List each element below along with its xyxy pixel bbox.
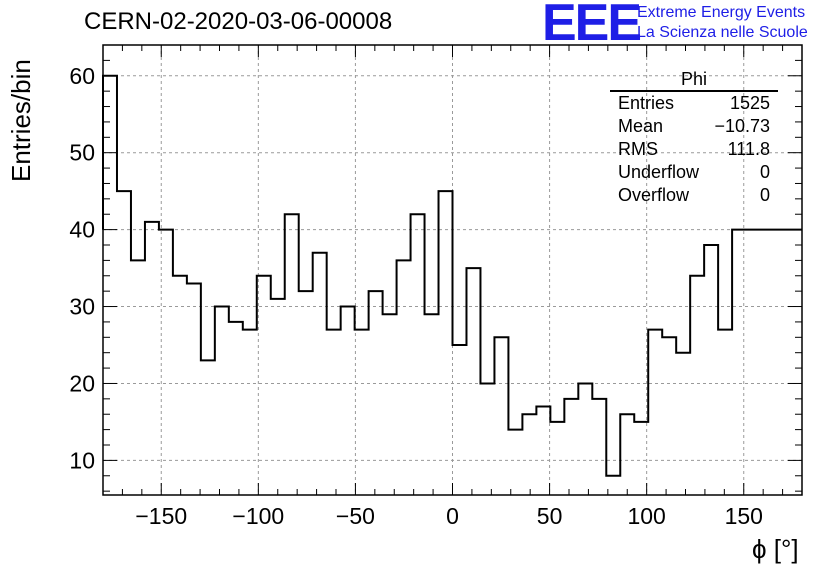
stats-value: 111.8 (727, 139, 770, 159)
plot-frame (102, 44, 803, 496)
x-tick-label: 50 (537, 503, 563, 529)
stats-row-overflow: Overflow 0 (610, 184, 778, 207)
y-tick-label: 50 (69, 140, 95, 166)
stats-label: Overflow (618, 185, 690, 205)
x-tick-label: 0 (446, 503, 459, 529)
stats-name: Phi (610, 68, 778, 92)
stats-label: RMS (618, 139, 658, 159)
stats-value: 0 (759, 162, 770, 182)
stats-row-mean: Mean −10.73 (610, 115, 778, 138)
stats-label: Mean (618, 116, 664, 136)
x-axis-label: ϕ [°] (752, 534, 799, 564)
stats-value: 0 (759, 185, 770, 205)
logo-caption: Extreme Energy Events La Scienza nelle S… (637, 3, 808, 43)
stats-value: 1525 (729, 93, 770, 113)
histogram-series (102, 74, 802, 477)
logo-line-2: La Scienza nelle Scuole (637, 24, 808, 41)
stats-row-underflow: Underflow 0 (610, 161, 778, 184)
stats-row-entries: Entries 1525 (610, 92, 778, 115)
stats-label: Underflow (618, 162, 700, 182)
y-tick-label: 20 (69, 370, 95, 396)
x-tick-label: 100 (627, 503, 665, 529)
y-tick-label: 40 (69, 217, 95, 243)
stats-box: Phi Entries 1525 Mean −10.73 RMS 111.8 U… (610, 68, 778, 207)
chart-title: CERN-02-2020-03-06-00008 (84, 8, 393, 35)
eee-logo: EEE (542, 0, 642, 52)
y-axis-label: Entries/bin (6, 59, 36, 182)
stats-value: −10.73 (714, 116, 770, 136)
y-tick-label: 10 (69, 447, 95, 473)
y-tick-label: 30 (69, 294, 95, 320)
x-tick-label: −50 (336, 503, 375, 529)
stats-label: Entries (618, 93, 675, 113)
y-tick-label: 60 (69, 63, 95, 89)
logo-line-1: Extreme Energy Events (637, 4, 806, 21)
x-tick-label: −150 (135, 503, 187, 529)
x-tick-label: −100 (232, 503, 284, 529)
stats-row-rms: RMS 111.8 (610, 138, 778, 161)
x-tick-label: 150 (725, 503, 763, 529)
